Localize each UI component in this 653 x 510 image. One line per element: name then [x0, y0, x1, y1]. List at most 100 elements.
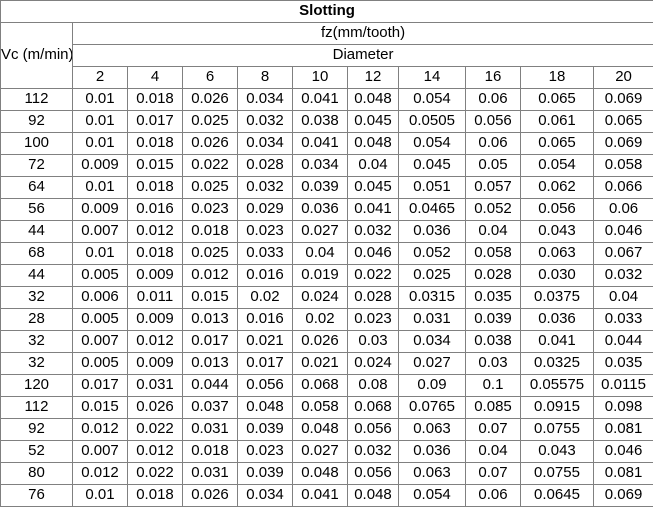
- diameter-value-cell: 14: [398, 66, 466, 89]
- fz-value-cell: 0.03: [347, 330, 399, 353]
- fz-value-cell: 0.056: [520, 198, 594, 221]
- fz-value-cell: 0.037: [182, 396, 238, 419]
- vc-value-cell: 32: [0, 330, 73, 353]
- fz-value-cell: 0.08: [347, 374, 399, 397]
- fz-value-cell: 0.048: [292, 418, 348, 441]
- fz-value-cell: 0.0765: [398, 396, 466, 419]
- table-row: 72 0.009 0.015 0.022 0.028 0.034 0.04 0.045 0.05…: [0, 154, 653, 177]
- diameter-value-cell: 2: [72, 66, 128, 89]
- fz-header-cell: fz(mm/tooth): [71, 22, 653, 45]
- fz-value-cell: 0.081: [592, 462, 653, 485]
- fz-value-cell: 0.023: [347, 308, 399, 331]
- vc-value-cell: 92: [0, 418, 73, 441]
- table-row: 32 0.005 0.009 0.013 0.017 0.021 0.024 0.027 0.0…: [0, 352, 653, 375]
- fz-value-cell: 0.065: [520, 132, 594, 155]
- fz-value-cell: 0.054: [398, 88, 466, 111]
- fz-value-cell: 0.043: [520, 440, 594, 463]
- fz-value-cell: 0.024: [292, 286, 348, 309]
- fz-value-cell: 0.033: [237, 242, 293, 265]
- fz-value-cell: 0.044: [592, 330, 653, 353]
- fz-value-cell: 0.063: [398, 418, 466, 441]
- table-row: 100 0.01 0.018 0.026 0.034 0.041 0.048 0.054 0.0…: [0, 132, 653, 155]
- fz-value-cell: 0.067: [592, 242, 653, 265]
- table-row: 92 0.012 0.022 0.031 0.039 0.048 0.056 0.063 0.0…: [0, 418, 653, 441]
- table-row: 68 0.01 0.018 0.025 0.033 0.04 0.046 0.052 0.058…: [0, 242, 653, 265]
- diameter-value-cell: 12: [347, 66, 399, 89]
- table-row: 28 0.005 0.009 0.013 0.016 0.02 0.023 0.031 0.03…: [0, 308, 653, 331]
- fz-value-cell: 0.033: [592, 308, 653, 331]
- fz-value-cell: 0.02: [237, 286, 293, 309]
- fz-value-cell: 0.046: [347, 242, 399, 265]
- fz-value-cell: 0.018: [182, 440, 238, 463]
- table-title: Slotting: [0, 0, 653, 23]
- fz-value-cell: 0.016: [237, 264, 293, 287]
- vc-value-cell: 44: [0, 220, 73, 243]
- fz-value-cell: 0.009: [127, 308, 183, 331]
- fz-value-cell: 0.035: [592, 352, 653, 375]
- fz-value-cell: 0.007: [72, 330, 128, 353]
- fz-value-cell: 0.04: [592, 286, 653, 309]
- fz-value-cell: 0.035: [465, 286, 521, 309]
- fz-value-cell: 0.009: [72, 198, 128, 221]
- fz-value-cell: 0.05575: [520, 374, 594, 397]
- fz-value-cell: 0.016: [127, 198, 183, 221]
- fz-value-cell: 0.1: [465, 374, 521, 397]
- fz-value-cell: 0.023: [182, 198, 238, 221]
- fz-value-cell: 0.04: [465, 220, 521, 243]
- fz-value-cell: 0.065: [520, 88, 594, 111]
- fz-value-cell: 0.032: [347, 220, 399, 243]
- table-row: 64 0.01 0.018 0.025 0.032 0.039 0.045 0.051 0.05…: [0, 176, 653, 199]
- vc-value-cell: 44: [0, 264, 73, 287]
- fz-value-cell: 0.048: [347, 132, 399, 155]
- fz-value-cell: 0.069: [592, 88, 653, 111]
- fz-value-cell: 0.034: [292, 154, 348, 177]
- fz-value-cell: 0.0375: [520, 286, 594, 309]
- fz-value-cell: 0.032: [237, 176, 293, 199]
- diameter-header-cell: Diameter: [71, 44, 653, 67]
- vc-value-cell: 68: [0, 242, 73, 265]
- fz-value-cell: 0.03: [465, 352, 521, 375]
- fz-value-cell: 0.038: [292, 110, 348, 133]
- fz-value-cell: 0.018: [127, 132, 183, 155]
- fz-value-cell: 0.032: [347, 440, 399, 463]
- fz-value-cell: 0.0505: [398, 110, 466, 133]
- fz-value-cell: 0.007: [72, 440, 128, 463]
- fz-value-cell: 0.030: [520, 264, 594, 287]
- fz-value-cell: 0.022: [182, 154, 238, 177]
- fz-value-cell: 0.045: [347, 110, 399, 133]
- diameter-values-row: 2 4 6 8 10 12 14 16 18 20: [1, 66, 653, 89]
- vc-value-cell: 80: [0, 462, 73, 485]
- fz-value-cell: 0.017: [237, 352, 293, 375]
- fz-value-cell: 0.021: [292, 352, 348, 375]
- fz-value-cell: 0.0645: [520, 484, 594, 507]
- fz-value-cell: 0.039: [465, 308, 521, 331]
- fz-value-cell: 0.057: [465, 176, 521, 199]
- table-row: 44 0.007 0.012 0.018 0.023 0.027 0.032 0.036 0.0…: [0, 220, 653, 243]
- title-row: Slotting: [0, 0, 653, 23]
- fz-value-cell: 0.013: [182, 308, 238, 331]
- fz-value-cell: 0.07: [465, 418, 521, 441]
- vc-value-cell: 120: [0, 374, 73, 397]
- fz-value-cell: 0.012: [72, 462, 128, 485]
- fz-value-cell: 0.068: [347, 396, 399, 419]
- fz-value-cell: 0.0325: [520, 352, 594, 375]
- diameter-value-cell: 18: [520, 66, 594, 89]
- fz-value-cell: 0.054: [398, 484, 466, 507]
- table-row: 112 0.015 0.026 0.037 0.048 0.058 0.068 0.0765 0…: [0, 396, 653, 419]
- fz-value-cell: 0.026: [182, 484, 238, 507]
- fz-value-cell: 0.036: [292, 198, 348, 221]
- fz-value-cell: 0.034: [237, 132, 293, 155]
- vc-value-cell: 72: [0, 154, 73, 177]
- diameter-value-cell: 4: [127, 66, 183, 89]
- table-row: 32 0.006 0.011 0.015 0.02 0.024 0.028 0.0315 0.0…: [0, 286, 653, 309]
- fz-value-cell: 0.04: [292, 242, 348, 265]
- diameter-value-cell: 20: [592, 66, 653, 89]
- fz-value-cell: 0.027: [292, 220, 348, 243]
- table-row: 112 0.01 0.018 0.026 0.034 0.041 0.048 0.054 0.0…: [0, 88, 653, 111]
- vc-value-cell: 64: [0, 176, 73, 199]
- fz-value-cell: 0.052: [398, 242, 466, 265]
- fz-value-cell: 0.039: [237, 462, 293, 485]
- fz-value-cell: 0.07: [465, 462, 521, 485]
- vc-header-cell: Vc (m/min): [0, 22, 73, 89]
- fz-value-cell: 0.0755: [520, 462, 594, 485]
